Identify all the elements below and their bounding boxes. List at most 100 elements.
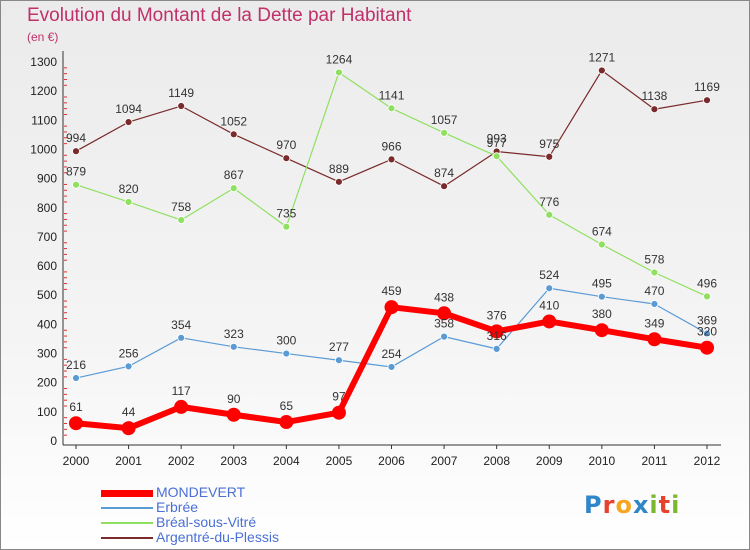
y-tick-label: 0 [50,434,57,448]
data-label: 117 [172,384,191,398]
data-point [387,155,396,164]
axes: 0 100 200 300 400 500 600 700 800 900 1000 1100 1200… [30,51,721,468]
series-2 [72,68,711,301]
y-tick-label: 500 [37,288,57,302]
data-point [282,222,291,231]
data-label: 358 [434,317,454,331]
data-point [492,344,501,353]
data-point [279,415,294,430]
data-point [437,306,452,321]
y-tick-label: 1300 [30,55,57,69]
data-label: 994 [66,131,86,145]
data-label: 438 [434,290,454,304]
data-point [700,340,714,355]
x-tick-label: 2011 [642,454,668,468]
data-point [331,405,346,420]
legend-swatch [101,489,153,497]
y-tick-label: 900 [37,172,57,186]
data-point [650,300,659,308]
data-label: 90 [227,392,241,406]
data-label: 776 [539,195,559,209]
data-label: 867 [224,168,244,182]
data-point [384,300,399,315]
data-point [387,363,396,371]
x-tick-label: 2002 [168,454,195,468]
data-label: 1264 [326,52,353,66]
logo-letter: o [615,491,633,519]
data-label: 349 [644,316,664,330]
x-tick-label: 2000 [63,454,90,468]
logo-letter: x [632,491,650,519]
x-tick-label: 2001 [115,454,142,468]
data-point [492,152,501,161]
data-label: 277 [329,340,349,354]
data-label: 376 [487,308,507,322]
data-label: 97 [332,390,346,404]
chart-title: Evolution du Montant de la Dette par Hab… [27,5,412,26]
data-point [282,154,291,163]
y-tick-label: 1000 [30,142,57,156]
data-label: 879 [66,165,86,179]
data-label: 380 [592,307,612,321]
data-label: 1149 [168,86,194,100]
data-label: 874 [434,166,454,180]
data-label: 674 [592,225,612,239]
data-label: 1052 [220,114,247,128]
data-label: 1138 [642,89,668,103]
logo-letter: i [649,491,659,519]
x-tick-label: 2005 [326,454,353,468]
data-label: 354 [171,318,191,332]
data-label: 1141 [379,88,405,102]
data-point [335,177,343,186]
data-point [177,333,186,342]
series-layer [69,66,714,436]
y-tick-label: 1100 [31,113,57,127]
logo-letter: t [658,491,672,519]
x-tick-label: 2008 [483,454,510,468]
data-point [440,332,448,341]
legend-label: Bréal-sous-Vitré [156,514,257,530]
x-tick-label: 2010 [588,454,615,468]
data-point [72,147,80,156]
y-tick-label: 100 [37,405,57,419]
legend-label: Erbrée [156,499,199,515]
x-tick-label: 2006 [378,454,405,468]
data-label: 61 [69,400,83,414]
data-label: 369 [697,313,717,327]
data-point [124,198,133,206]
data-point [226,407,241,422]
data-point [229,184,238,193]
legend-label: Argentré-du-Plessis [156,529,279,545]
data-label: 44 [122,405,136,419]
data-point [650,268,659,277]
data-point [489,324,504,339]
x-tick-label: 2004 [273,454,300,468]
data-label: 977 [487,136,507,150]
logo-letter: i [671,491,681,519]
data-label: 300 [276,334,296,348]
data-label: 216 [66,358,86,372]
x-tick-label: 2009 [536,454,563,468]
data-label: 735 [276,207,296,221]
data-label: 993 [487,132,507,146]
y-tick-label: 800 [37,201,57,215]
proxiti-logo: Proxiti [584,491,680,519]
data-point [72,374,80,382]
logo-letter: r [602,491,616,519]
data-label: 1169 [694,80,720,94]
data-point [594,323,609,338]
data-point [174,399,189,414]
data-label: 970 [276,138,296,152]
data-label: 820 [119,182,139,196]
data-point [647,332,662,347]
data-point [542,314,557,329]
data-label: 495 [592,277,612,291]
data-point [282,349,291,358]
y-tick-label: 700 [37,230,57,244]
data-label: 316 [487,329,507,343]
data-point [124,118,133,126]
data-label: 1094 [115,102,142,116]
data-point [121,421,136,436]
series-1 [72,284,711,382]
